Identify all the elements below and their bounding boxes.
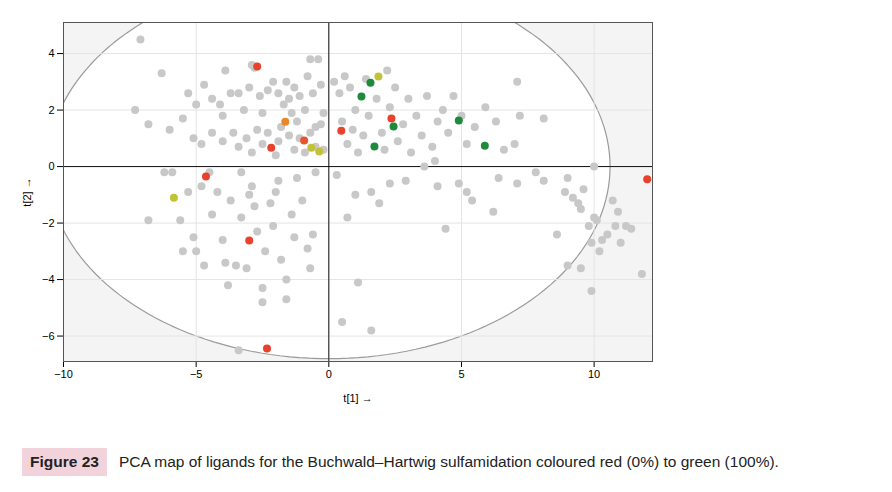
svg-text:0: 0 — [48, 160, 54, 172]
svg-text:−5: −5 — [190, 368, 203, 380]
svg-text:10: 10 — [588, 368, 600, 380]
svg-text:−6: −6 — [42, 330, 55, 342]
svg-text:5: 5 — [458, 368, 464, 380]
html-text:Figure 23: Figure 23 — [30, 453, 99, 470]
svg-text:t[1] →: t[1] → — [343, 392, 372, 404]
svg-text:4: 4 — [48, 47, 54, 59]
svg-text:t[2] →: t[2] → — [21, 177, 33, 206]
svg-text:−2: −2 — [42, 217, 55, 229]
svg-text:−10: −10 — [54, 368, 73, 380]
html-text:PCA map of ligands for the Buc: PCA map of ligands for the Buchwald–Hart… — [118, 453, 779, 470]
svg-text:2: 2 — [48, 104, 54, 116]
svg-text:−4: −4 — [42, 273, 55, 285]
svg-text:0: 0 — [326, 368, 332, 380]
